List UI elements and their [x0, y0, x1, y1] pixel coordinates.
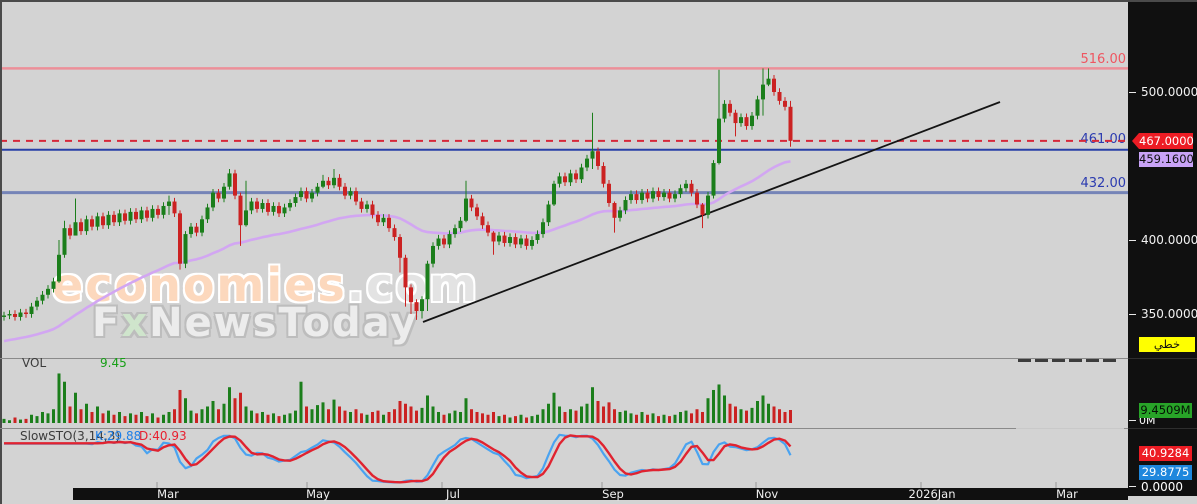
volume-value-badge: 9.4509M [1139, 403, 1192, 418]
pane-splitter-oscillator[interactable] [0, 428, 1016, 429]
scale-mode-button[interactable]: خطي [1139, 337, 1195, 352]
time-axis-label: Nov [755, 487, 779, 501]
watermark-tagline-rest: NewsToday [149, 300, 419, 346]
support-level-label-432: 432.00 [1080, 176, 1127, 191]
pane-splitter-oscillator-handle[interactable] [1016, 428, 1124, 429]
volume-current-value: 9.45 [100, 356, 127, 370]
oscillator-axis-tick [1129, 486, 1136, 487]
price-axis-tick [1129, 314, 1136, 315]
time-axis-label: Jul [446, 487, 460, 501]
price-axis-tick [1129, 92, 1136, 93]
moving-average-value-badge: 459.1600 [1139, 152, 1194, 167]
resistance-level-label: 516.00 [1080, 52, 1127, 67]
pane-splitter-volume[interactable] [0, 358, 1128, 359]
current-price-badge: 467.0000 [1132, 133, 1194, 149]
time-axis[interactable]: Mar May Jul Sep Nov 2026Jan Mar [73, 488, 1128, 500]
pane-splitter-volume-handle[interactable] [1018, 359, 1118, 362]
watermark-brand-text: economies [52, 258, 347, 312]
time-axis-label: Mar [1056, 487, 1078, 501]
watermark-brand-suffix: .com [346, 258, 479, 312]
price-axis-tick [1129, 240, 1136, 241]
stochastic-d-badge: 40.9284 [1139, 446, 1192, 461]
time-axis-label: May [306, 487, 330, 501]
window-top-border [0, 0, 1197, 2]
scale-section-divider [1128, 428, 1197, 429]
stochastic-k-badge: 29.8775 [1139, 465, 1192, 480]
volume-axis-tick [1129, 420, 1136, 421]
watermark-tagline: FxNewsToday [92, 300, 418, 346]
time-axis-label: Sep [602, 487, 624, 501]
watermark-brand: economies.com [52, 258, 479, 312]
oscillator-axis-zero-label: 0.0000 [1141, 480, 1183, 494]
price-axis-label-500: 500.0000 [1141, 85, 1197, 99]
scale-section-divider [1128, 358, 1197, 359]
pane-splitter-oscillator-end [1124, 428, 1128, 429]
price-axis-label-350: 350.0000 [1141, 307, 1197, 321]
volume-indicator-title: VOL [22, 356, 47, 370]
time-axis-label: Mar [157, 487, 179, 501]
time-axis-label: 2026Jan [908, 487, 956, 501]
support-level-label-461: 461.00 [1080, 132, 1127, 147]
watermark-tagline-f: F [92, 300, 122, 346]
window-left-border [0, 0, 2, 504]
stochastic-k-value: K:29.88 [95, 429, 142, 443]
watermark-tagline-x: x [121, 300, 150, 346]
price-axis-label-400: 400.0000 [1141, 233, 1197, 247]
stochastic-d-value: D:40.93 [139, 429, 187, 443]
